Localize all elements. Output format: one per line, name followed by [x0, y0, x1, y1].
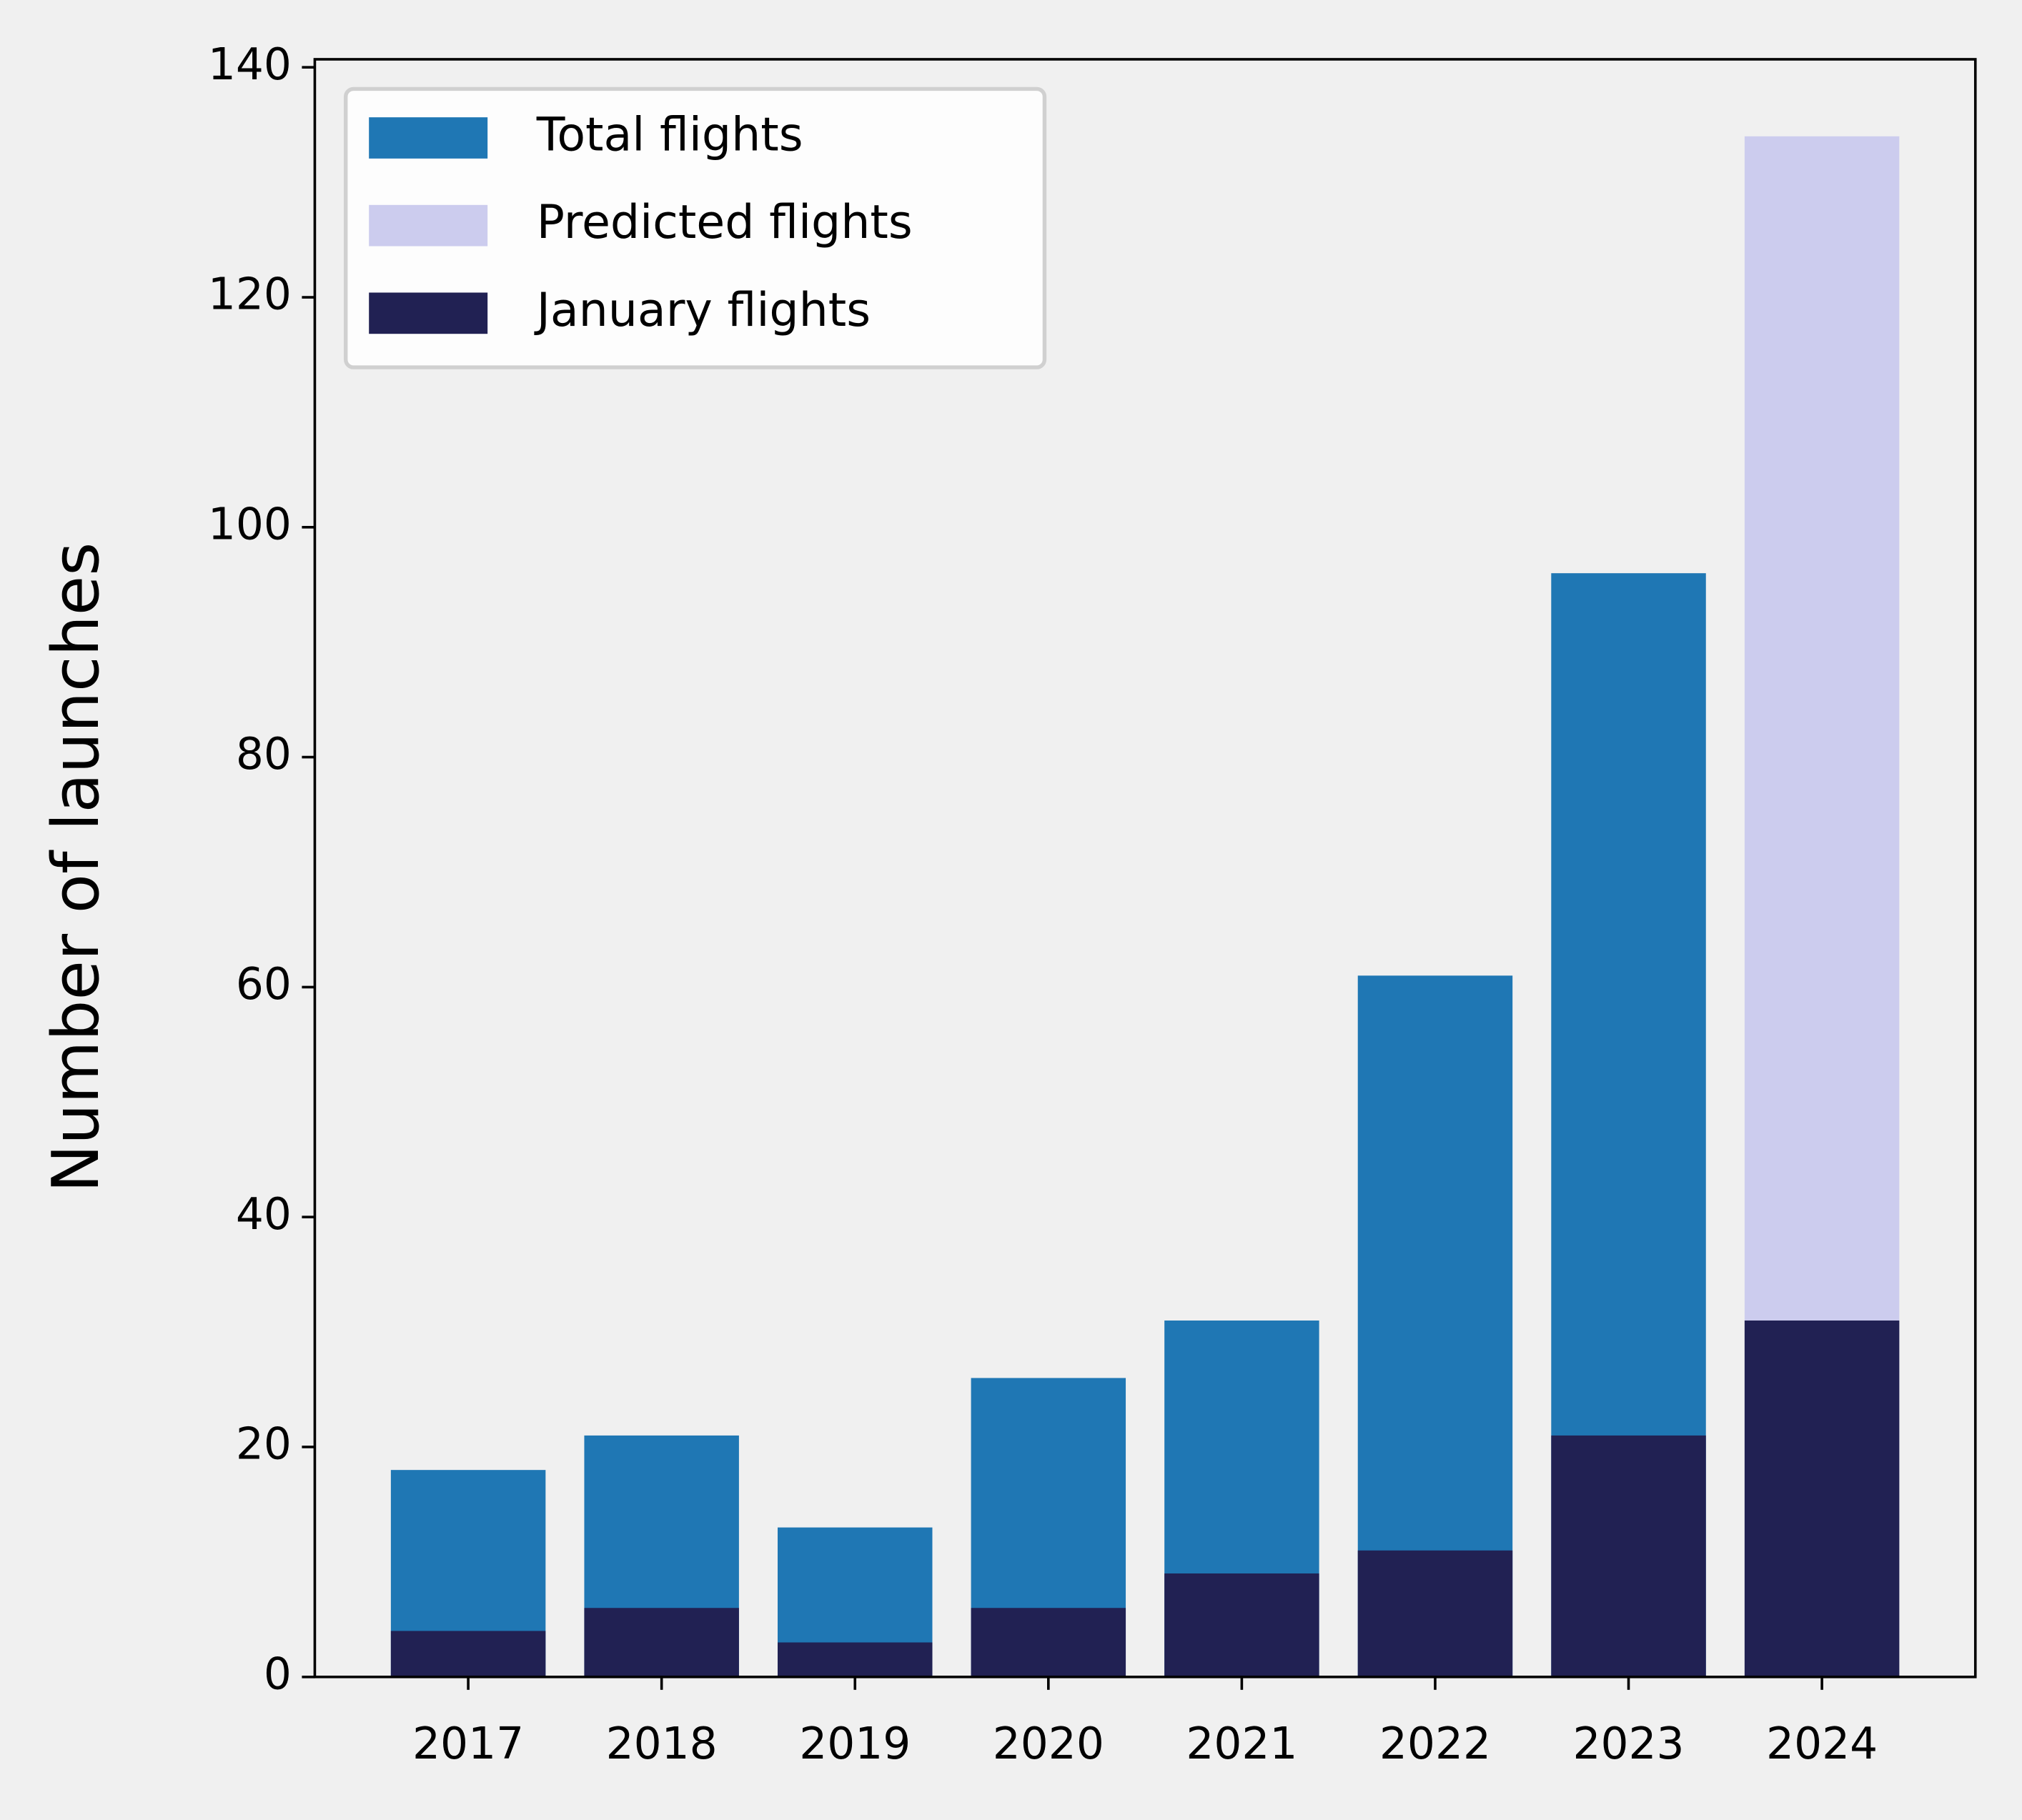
legend: Total flights Predicted flights January fl… [344, 86, 1047, 369]
x-tick-label: 2019 [799, 1719, 911, 1769]
y-tick-label: 120 [208, 269, 292, 320]
x-tick-label: 2022 [1379, 1719, 1491, 1769]
y-tick-label: 20 [236, 1419, 292, 1470]
y-tick-label: 60 [236, 959, 292, 1010]
y-tick-label: 80 [236, 729, 292, 780]
bar [778, 1642, 933, 1677]
bar [390, 1631, 546, 1677]
y-tick-label: 0 [264, 1649, 292, 1699]
y-axis-label: Number of launches [39, 542, 114, 1193]
bar [1357, 1550, 1513, 1677]
x-tick-label: 2024 [1766, 1719, 1878, 1769]
bar [1164, 1573, 1319, 1677]
bar [584, 1608, 739, 1677]
legend-label: Predicted flights [537, 196, 913, 249]
x-tick-label: 2023 [1572, 1719, 1684, 1769]
bar [1744, 1320, 1900, 1677]
legend-swatch [369, 292, 488, 334]
y-tick-label: 40 [236, 1189, 292, 1240]
y-tick-label: 100 [208, 499, 292, 550]
bar [1551, 1435, 1706, 1677]
x-tick-label: 2021 [1186, 1719, 1297, 1769]
legend-swatch [369, 204, 488, 247]
legend-swatch [369, 117, 488, 159]
x-tick-label: 2018 [606, 1719, 718, 1769]
legend-frame [344, 86, 1047, 369]
legend-label: Total flights [536, 109, 803, 162]
x-tick-label: 2020 [993, 1719, 1104, 1769]
bar [971, 1608, 1126, 1677]
y-tick-label: 140 [208, 39, 292, 90]
axes-frame [313, 58, 1977, 1679]
x-tick-label: 2017 [412, 1719, 524, 1769]
legend-label: January flights [534, 284, 871, 337]
